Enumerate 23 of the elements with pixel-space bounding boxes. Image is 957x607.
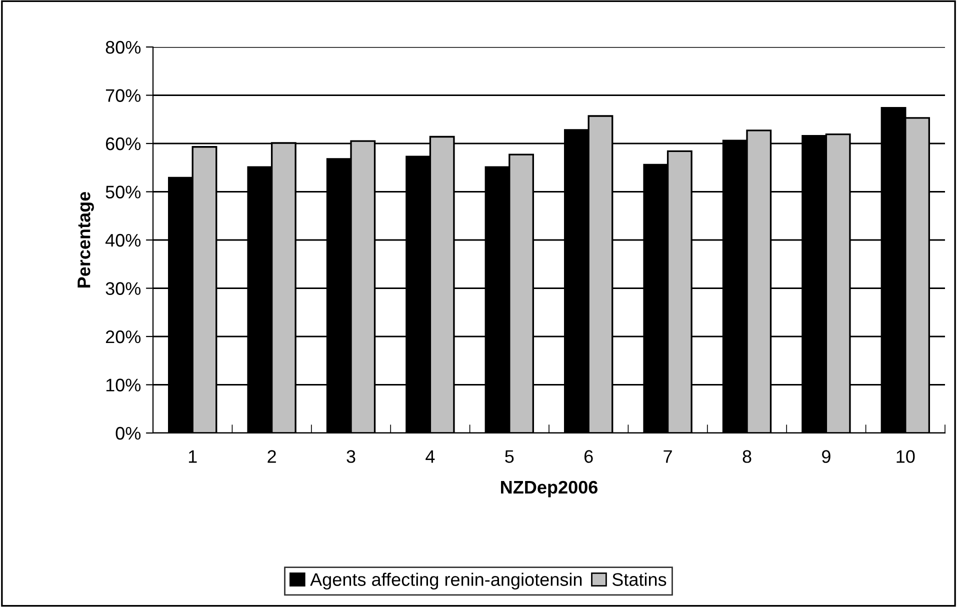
y-tick-label: 40%	[105, 234, 141, 247]
y-tick-label: 10%	[106, 378, 141, 392]
y-tick-label: 70%	[106, 89, 141, 102]
x-tick-label: 9	[822, 450, 830, 463]
x-axis-title: NZDep2006	[501, 480, 598, 498]
x-tick-label: 5	[505, 450, 514, 463]
y-tick-label: 0%	[116, 426, 141, 440]
x-tick-label: 1	[188, 450, 197, 463]
y-tick-label: 80%	[106, 40, 141, 54]
y-tick-label: 50%	[106, 186, 141, 198]
x-tick-label: 8	[742, 450, 752, 463]
x-tick-label: 2	[268, 450, 276, 463]
x-tick-label: 4	[426, 450, 435, 463]
x-tick-label: 6	[584, 450, 593, 463]
y-tick-label: 60%	[106, 137, 141, 150]
x-tick-label: 7	[664, 450, 672, 463]
legend-label: Agents affecting renin-angiotensin	[310, 572, 582, 590]
legend-label: Statins	[612, 572, 666, 586]
y-tick-label: 20%	[106, 330, 141, 344]
y-axis-title: Percentage	[78, 192, 94, 288]
x-tick-label: 3	[346, 450, 356, 463]
x-tick-label: 10	[896, 450, 915, 463]
y-tick-label: 30%	[106, 282, 141, 295]
